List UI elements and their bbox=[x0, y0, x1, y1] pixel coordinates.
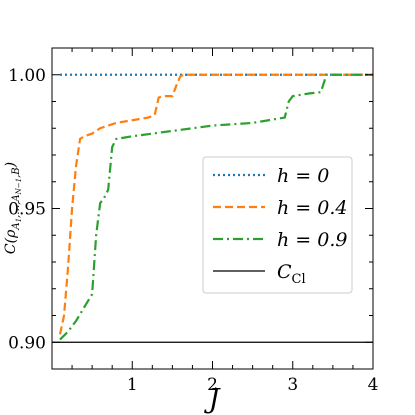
legend-label-2: h = 0.9 bbox=[277, 229, 347, 251]
y-tick-label: 1.00 bbox=[8, 66, 46, 86]
legend: h = 0 h = 0.4 h = 0.9 CCl bbox=[202, 156, 353, 294]
legend-label-1: h = 0.4 bbox=[277, 197, 347, 219]
series-line-1 bbox=[58, 73, 373, 335]
legend-label-3: CCl bbox=[277, 261, 306, 287]
x-axis-label: J bbox=[204, 384, 222, 415]
x-tick-label: 4 bbox=[368, 375, 379, 395]
series-layer bbox=[52, 73, 373, 343]
x-tick-label: 1 bbox=[127, 375, 138, 395]
svg-text:C(ρA1,…,AN−1,B): C(ρA1,…,AN−1,B) bbox=[3, 162, 23, 254]
tick-layer: 1 2 3 4 0.90 0.95 1.00 bbox=[8, 47, 379, 395]
series-line-2 bbox=[59, 73, 373, 341]
y-tick-label: 0.95 bbox=[8, 200, 46, 220]
legend-label-0: h = 0 bbox=[277, 165, 329, 187]
x-tick-label: 3 bbox=[287, 375, 298, 395]
y-axis-label: C(ρA1,…,AN−1,B) bbox=[3, 162, 23, 254]
x-tick-label: 2 bbox=[207, 375, 218, 395]
legend-box bbox=[202, 156, 353, 294]
y-tick-label: 0.90 bbox=[8, 333, 46, 353]
